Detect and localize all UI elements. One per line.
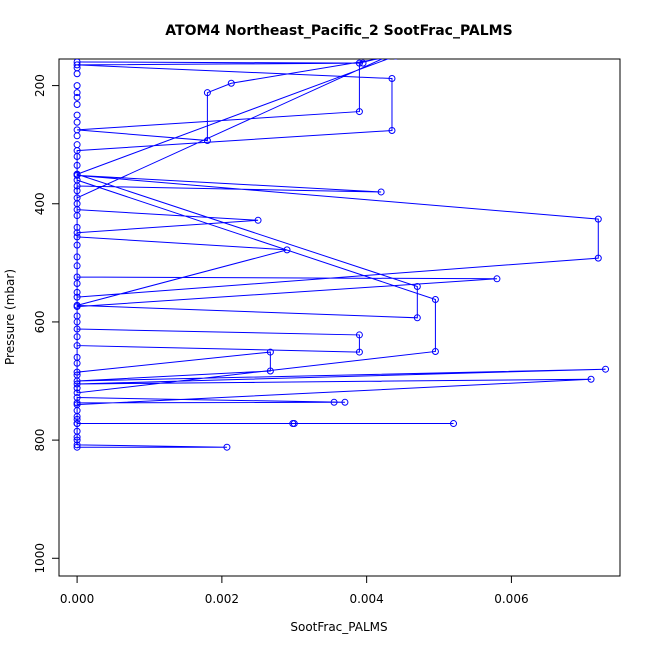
x-tick-label: 0.002 xyxy=(205,592,239,606)
data-point xyxy=(73,70,81,78)
data-point xyxy=(73,342,81,350)
data-point xyxy=(73,433,81,441)
data-point xyxy=(73,200,81,208)
data-point xyxy=(223,443,231,451)
data-point xyxy=(355,108,363,116)
data-point xyxy=(203,89,211,97)
y-tick-label: 400 xyxy=(33,192,47,215)
data-point xyxy=(73,132,81,140)
data-point xyxy=(388,126,396,134)
data-point xyxy=(73,280,81,288)
data-point xyxy=(73,420,81,428)
data-point xyxy=(388,74,396,82)
data-point xyxy=(73,359,81,367)
data-point xyxy=(73,293,81,301)
data-point xyxy=(73,223,81,231)
plot-area xyxy=(73,59,610,451)
data-point xyxy=(413,314,421,322)
data-point xyxy=(493,275,501,283)
data-point xyxy=(73,141,81,149)
data-point xyxy=(254,216,262,224)
x-tick-label: 0.004 xyxy=(349,592,383,606)
data-point xyxy=(431,295,439,303)
data-point xyxy=(73,389,81,397)
plot-frame xyxy=(58,58,621,577)
x-axis: 0.000 0.002 0.004 0.006 xyxy=(60,575,529,606)
data-point xyxy=(587,375,595,383)
data-point xyxy=(73,412,81,420)
data-point xyxy=(73,100,81,108)
data-point xyxy=(73,443,81,451)
y-tick-label: 800 xyxy=(33,429,47,452)
data-point xyxy=(73,93,81,101)
data-point xyxy=(393,59,398,60)
data-point xyxy=(73,371,81,379)
data-point xyxy=(73,262,81,270)
data-point xyxy=(266,348,274,356)
data-point xyxy=(73,89,81,97)
data-point xyxy=(73,229,81,237)
data-point xyxy=(594,254,602,262)
data-point xyxy=(290,420,298,428)
data-point xyxy=(73,61,81,69)
data-point xyxy=(73,111,81,119)
data-point xyxy=(73,318,81,326)
data-point xyxy=(73,212,81,220)
data-point xyxy=(602,365,610,373)
data-point xyxy=(73,380,81,388)
data-point xyxy=(73,368,81,376)
data-point xyxy=(450,420,458,428)
x-tick-label: 0.006 xyxy=(494,592,528,606)
data-point xyxy=(203,137,211,145)
data-point xyxy=(355,59,363,67)
data-point xyxy=(283,246,291,254)
data-point xyxy=(73,333,81,341)
data-point xyxy=(73,233,81,241)
data-point xyxy=(73,152,81,160)
data-point xyxy=(431,347,439,355)
data-point xyxy=(73,384,81,392)
data-point xyxy=(73,253,81,261)
data-point xyxy=(341,398,349,406)
data-point xyxy=(73,187,81,195)
y-tick-label: 200 xyxy=(33,74,47,97)
data-point xyxy=(227,79,235,87)
y-axis-label: Pressure (mbar) xyxy=(3,269,17,365)
series-line xyxy=(76,59,606,448)
data-point xyxy=(330,398,338,406)
data-point xyxy=(73,161,81,169)
y-axis: 200 400 600 800 1000 xyxy=(33,74,60,574)
data-point xyxy=(73,436,81,444)
data-point xyxy=(413,282,421,290)
x-axis-label: SootFrac_PALMS xyxy=(290,620,387,634)
data-point xyxy=(73,394,81,402)
x-tick-label: 0.000 xyxy=(60,592,94,606)
data-point xyxy=(73,441,81,449)
data-point xyxy=(355,348,363,356)
data-point xyxy=(359,59,367,67)
chart-title: ATOM4 Northeast_Pacific_2 SootFrac_PALMS xyxy=(165,23,512,39)
data-point xyxy=(73,241,81,249)
data-point xyxy=(73,303,81,311)
data-point xyxy=(73,325,81,333)
data-point xyxy=(73,288,81,296)
data-point xyxy=(377,188,385,196)
data-point xyxy=(73,118,81,126)
data-point xyxy=(73,415,81,423)
data-point xyxy=(266,367,274,375)
data-point xyxy=(73,399,81,407)
y-tick-label: 1000 xyxy=(33,543,47,574)
data-point xyxy=(73,82,81,90)
data-point xyxy=(594,215,602,223)
y-tick-label: 600 xyxy=(33,310,47,333)
data-point xyxy=(73,170,81,178)
data-point xyxy=(386,59,391,60)
data-point xyxy=(355,331,363,339)
